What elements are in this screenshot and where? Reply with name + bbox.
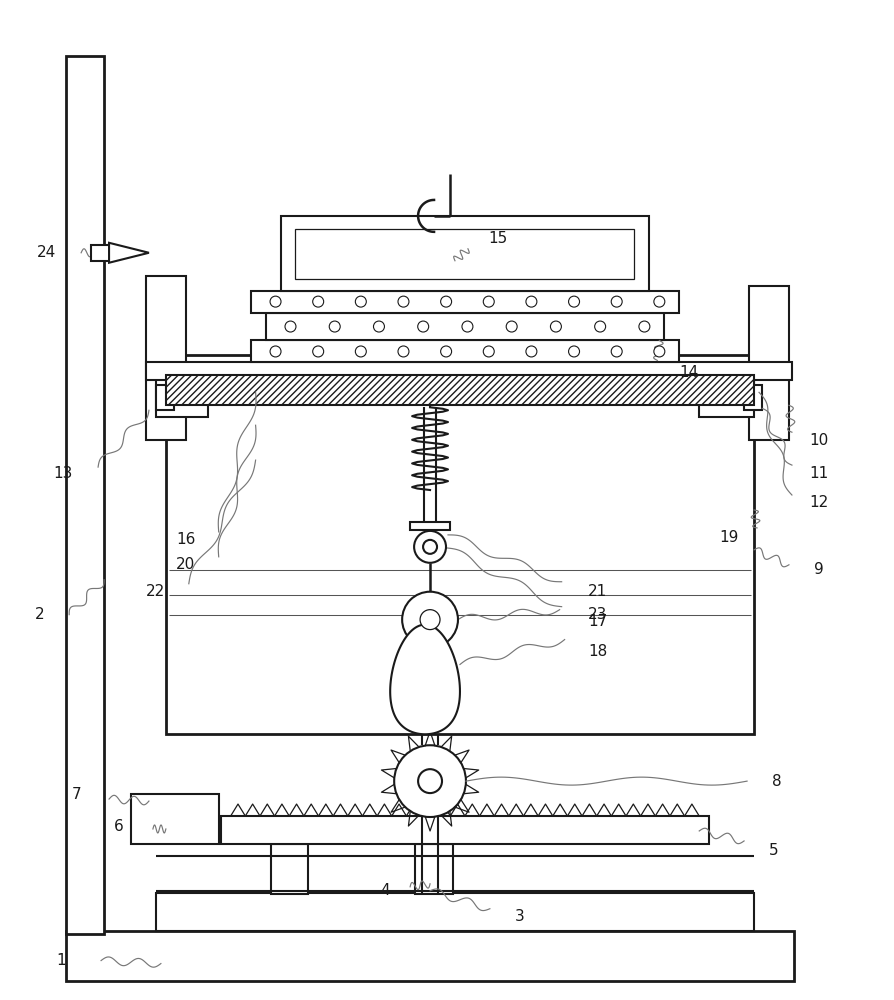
Bar — [165, 375, 754, 405]
Text: 15: 15 — [487, 231, 507, 246]
Polygon shape — [390, 625, 460, 734]
Circle shape — [398, 296, 409, 307]
Text: 12: 12 — [808, 495, 828, 510]
Bar — [409, 522, 450, 530]
Bar — [146, 362, 791, 380]
Text: 18: 18 — [587, 644, 606, 659]
Text: 17: 17 — [587, 614, 606, 629]
Bar — [743, 385, 761, 410]
Bar — [295, 229, 634, 279]
Bar — [250, 291, 679, 313]
Bar — [266, 313, 663, 340]
Circle shape — [526, 296, 536, 307]
Bar — [270, 844, 308, 894]
Text: 13: 13 — [54, 466, 72, 481]
Circle shape — [506, 321, 517, 332]
Circle shape — [417, 769, 442, 793]
Bar — [66, 931, 793, 981]
Circle shape — [594, 321, 605, 332]
Circle shape — [312, 346, 324, 357]
Circle shape — [461, 321, 472, 332]
Circle shape — [550, 321, 561, 332]
Text: 6: 6 — [114, 819, 123, 834]
Text: 4: 4 — [380, 883, 390, 898]
Circle shape — [393, 745, 466, 817]
Circle shape — [284, 321, 296, 332]
Bar — [131, 794, 218, 844]
Circle shape — [355, 296, 366, 307]
Text: 14: 14 — [679, 365, 698, 380]
Circle shape — [423, 540, 436, 554]
Circle shape — [355, 346, 366, 357]
Text: 22: 22 — [146, 584, 165, 599]
Text: 11: 11 — [808, 466, 828, 481]
Circle shape — [526, 346, 536, 357]
Circle shape — [638, 321, 649, 332]
Bar — [221, 816, 708, 844]
Bar — [748, 286, 788, 440]
Circle shape — [329, 321, 340, 332]
Text: 10: 10 — [808, 433, 828, 448]
Text: 21: 21 — [587, 584, 606, 599]
Bar — [280, 216, 649, 291]
Text: 16: 16 — [176, 532, 195, 547]
Circle shape — [611, 296, 621, 307]
Circle shape — [417, 321, 428, 332]
Polygon shape — [109, 243, 148, 263]
Circle shape — [401, 592, 458, 648]
Circle shape — [611, 346, 621, 357]
Circle shape — [398, 346, 409, 357]
Circle shape — [414, 531, 445, 563]
Circle shape — [568, 346, 579, 357]
Bar — [66, 56, 104, 934]
Bar — [156, 385, 173, 410]
Text: 24: 24 — [37, 245, 55, 260]
Text: 2: 2 — [35, 607, 44, 622]
Circle shape — [654, 346, 664, 357]
Circle shape — [568, 296, 579, 307]
Bar — [156, 893, 754, 931]
Text: 23: 23 — [587, 607, 606, 622]
Bar — [250, 340, 679, 362]
Bar — [91, 245, 111, 261]
Circle shape — [419, 610, 440, 630]
Text: 7: 7 — [72, 787, 80, 802]
Text: 5: 5 — [768, 843, 778, 858]
Circle shape — [483, 296, 493, 307]
Text: 3: 3 — [514, 909, 524, 924]
Circle shape — [373, 321, 384, 332]
Bar — [415, 844, 452, 894]
Bar — [146, 276, 186, 440]
Circle shape — [312, 296, 324, 307]
Circle shape — [483, 346, 493, 357]
Text: 8: 8 — [772, 774, 781, 789]
Circle shape — [654, 296, 664, 307]
Text: 19: 19 — [719, 530, 738, 545]
Bar — [156, 379, 207, 417]
Circle shape — [440, 346, 451, 357]
Circle shape — [270, 296, 281, 307]
Circle shape — [270, 346, 281, 357]
Text: 9: 9 — [813, 562, 822, 577]
Text: 20: 20 — [176, 557, 195, 572]
Circle shape — [440, 296, 451, 307]
Bar — [165, 355, 754, 734]
Bar — [698, 379, 754, 417]
Text: 1: 1 — [56, 953, 66, 968]
